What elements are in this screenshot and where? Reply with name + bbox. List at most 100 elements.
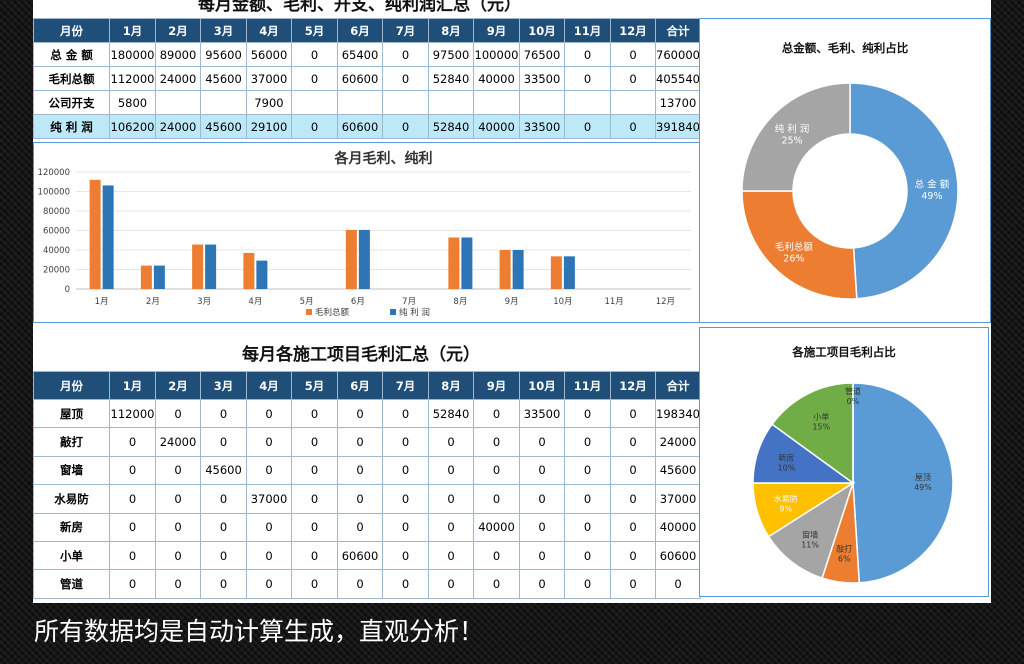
row-label[interactable]: 小单 (33, 540, 110, 571)
table-cell[interactable]: 0 (291, 398, 338, 429)
table-cell[interactable]: 0 (109, 427, 156, 457)
table-cell[interactable]: 0 (610, 569, 656, 599)
table-cell[interactable]: 0 (519, 484, 565, 514)
table-cell[interactable]: 0 (428, 512, 474, 542)
table-cell[interactable]: 0 (428, 427, 474, 457)
table-cell[interactable]: 45600 (200, 66, 247, 91)
table-cell[interactable]: 76500 (519, 42, 565, 67)
table-cell[interactable]: 0 (155, 455, 201, 486)
table-cell[interactable]: 112000 (109, 66, 156, 91)
table-cell[interactable]: 0 (200, 427, 247, 457)
table-cell[interactable]: 0 (246, 512, 292, 542)
table-cell[interactable]: 180000 (109, 42, 156, 67)
table-cell[interactable]: 97500 (428, 42, 474, 67)
table-cell[interactable]: 0 (564, 569, 611, 599)
table-cell[interactable] (382, 90, 429, 115)
table-cell[interactable]: 0 (519, 455, 565, 486)
table-cell[interactable]: 0 (291, 114, 338, 139)
table-cell[interactable]: 0 (246, 398, 292, 429)
table-cell[interactable]: 0 (246, 455, 292, 486)
table-cell[interactable]: 89000 (155, 42, 201, 67)
table-cell[interactable]: 0 (291, 42, 338, 67)
table-cell[interactable]: 0 (564, 427, 611, 457)
row-label[interactable]: 窗墙 (33, 455, 110, 486)
table-cell[interactable]: 0 (109, 569, 156, 599)
table-cell[interactable]: 0 (428, 455, 474, 486)
table-cell[interactable] (519, 90, 565, 115)
table-cell[interactable]: 0 (519, 512, 565, 542)
table-cell[interactable]: 0 (246, 540, 292, 571)
table-cell[interactable]: 0 (610, 512, 656, 542)
table-cell[interactable]: 65400 (337, 42, 383, 67)
row-label[interactable]: 毛利总额 (33, 66, 110, 91)
table-cell[interactable]: 0 (382, 42, 429, 67)
table-cell[interactable]: 106200 (109, 114, 156, 139)
table-cell[interactable]: 33500 (519, 398, 565, 429)
table-cell[interactable]: 60600 (337, 540, 383, 571)
table-cell[interactable]: 0 (382, 66, 429, 91)
table-cell[interactable]: 0 (337, 398, 383, 429)
table-cell[interactable]: 0 (610, 427, 656, 457)
table-cell[interactable]: 0 (109, 512, 156, 542)
table-cell[interactable]: 0 (246, 427, 292, 457)
table-cell[interactable]: 0 (610, 455, 656, 486)
table-cell[interactable]: 0 (337, 512, 383, 542)
table-cell[interactable]: 0 (382, 484, 429, 514)
table-cell[interactable]: 40000 (655, 512, 701, 542)
table-cell[interactable]: 0 (564, 42, 611, 67)
table-cell[interactable]: 0 (382, 398, 429, 429)
table-cell[interactable] (610, 90, 656, 115)
table-cell[interactable]: 13700 (655, 90, 701, 115)
table-cell[interactable]: 45600 (655, 455, 701, 486)
row-label[interactable]: 总 金 额 (33, 42, 110, 67)
table-cell[interactable]: 60600 (337, 114, 383, 139)
table-cell[interactable]: 0 (109, 455, 156, 486)
table-cell[interactable]: 0 (109, 540, 156, 571)
table-cell[interactable]: 0 (382, 455, 429, 486)
table-cell[interactable]: 0 (473, 427, 520, 457)
table-cell[interactable]: 0 (519, 427, 565, 457)
table-cell[interactable]: 52840 (428, 66, 474, 91)
table-cell[interactable] (564, 90, 611, 115)
table-cell[interactable]: 5800 (109, 90, 156, 115)
table-cell[interactable]: 0 (291, 484, 338, 514)
table-cell[interactable]: 45600 (200, 114, 247, 139)
table-cell[interactable]: 0 (564, 114, 611, 139)
table-cell[interactable]: 0 (200, 569, 247, 599)
table-cell[interactable]: 7900 (246, 90, 292, 115)
table-cell[interactable]: 24000 (155, 427, 201, 457)
table-cell[interactable]: 0 (337, 484, 383, 514)
table-cell[interactable]: 0 (291, 569, 338, 599)
table-cell[interactable]: 37000 (655, 484, 701, 514)
table-cell[interactable]: 0 (291, 455, 338, 486)
table-cell[interactable]: 40000 (473, 114, 520, 139)
table-cell[interactable]: 0 (200, 484, 247, 514)
table-cell[interactable]: 0 (155, 569, 201, 599)
table-cell[interactable]: 0 (382, 569, 429, 599)
table-cell[interactable]: 0 (655, 569, 701, 599)
table-cell[interactable]: 0 (564, 66, 611, 91)
table-cell[interactable]: 0 (564, 512, 611, 542)
table-cell[interactable]: 760000 (655, 42, 701, 67)
table-cell[interactable]: 0 (155, 540, 201, 571)
table-cell[interactable]: 0 (382, 512, 429, 542)
table-cell[interactable]: 0 (473, 569, 520, 599)
table-cell[interactable]: 0 (155, 512, 201, 542)
table-cell[interactable] (200, 90, 247, 115)
table-cell[interactable]: 0 (610, 42, 656, 67)
table-cell[interactable] (155, 90, 201, 115)
table-cell[interactable]: 0 (337, 455, 383, 486)
table-cell[interactable] (337, 90, 383, 115)
table-cell[interactable]: 0 (382, 427, 429, 457)
table-cell[interactable]: 56000 (246, 42, 292, 67)
table-cell[interactable]: 0 (610, 66, 656, 91)
table-cell[interactable]: 0 (382, 114, 429, 139)
table-cell[interactable]: 0 (155, 398, 201, 429)
table-cell[interactable]: 0 (473, 540, 520, 571)
table-cell[interactable]: 0 (519, 540, 565, 571)
table-cell[interactable]: 60600 (337, 66, 383, 91)
table-cell[interactable]: 0 (610, 540, 656, 571)
table-cell[interactable]: 24000 (155, 66, 201, 91)
table-cell[interactable]: 40000 (473, 512, 520, 542)
table-cell[interactable]: 0 (200, 540, 247, 571)
